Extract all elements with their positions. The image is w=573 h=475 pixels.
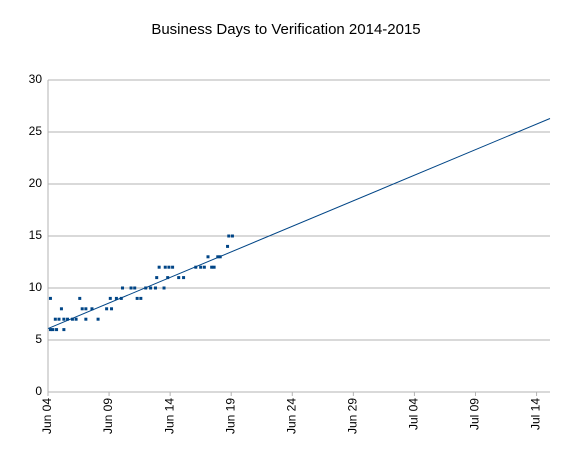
- point: [212, 265, 216, 269]
- point: [230, 234, 234, 238]
- point: [59, 307, 63, 311]
- point: [216, 255, 220, 259]
- point: [110, 307, 114, 311]
- y-tick-label: 5: [35, 332, 42, 346]
- point: [155, 276, 159, 280]
- x-tick-label: Jun 14: [162, 398, 176, 434]
- x-tick-label: Jun 09: [101, 398, 115, 434]
- point: [157, 265, 161, 269]
- point: [55, 328, 59, 332]
- point: [206, 255, 210, 259]
- point: [177, 276, 181, 280]
- point: [62, 328, 66, 332]
- point: [149, 286, 153, 290]
- point: [74, 317, 78, 321]
- y-tick-label: 10: [29, 280, 43, 294]
- point: [66, 317, 70, 321]
- point: [105, 307, 109, 311]
- point: [84, 317, 88, 321]
- x-tick-label: Jun 24: [284, 398, 298, 434]
- point: [119, 296, 123, 300]
- y-tick-label: 25: [29, 124, 43, 138]
- point: [51, 328, 55, 332]
- point: [48, 328, 52, 332]
- point: [139, 296, 143, 300]
- x-tick-label: Jul 04: [407, 398, 421, 430]
- point: [80, 307, 84, 311]
- point: [194, 265, 198, 269]
- point: [226, 244, 230, 248]
- chart-title: Business Days to Verification 2014-2015: [151, 21, 420, 38]
- y-tick-label: 0: [35, 384, 42, 398]
- point: [199, 265, 203, 269]
- point: [133, 286, 137, 290]
- point: [153, 286, 157, 290]
- point: [84, 307, 88, 311]
- trend-line: [47, 118, 551, 330]
- point: [182, 276, 186, 280]
- y-tick-label: 20: [29, 176, 43, 190]
- x-tick-label: Jul 14: [529, 398, 543, 430]
- point: [227, 234, 231, 238]
- point: [62, 317, 66, 321]
- point: [57, 317, 61, 321]
- point: [166, 276, 170, 280]
- point: [70, 317, 74, 321]
- point: [78, 296, 82, 300]
- point: [90, 307, 94, 311]
- y-tick-label: 15: [29, 228, 43, 242]
- point: [218, 255, 222, 259]
- point: [53, 317, 57, 321]
- point: [108, 296, 112, 300]
- x-tick-label: Jun 19: [223, 398, 237, 434]
- point: [48, 296, 52, 300]
- y-tick-label: 30: [29, 72, 43, 86]
- point: [210, 265, 214, 269]
- point: [202, 265, 206, 269]
- point: [163, 265, 167, 269]
- point: [129, 286, 133, 290]
- point: [171, 265, 175, 269]
- x-tick-label: Jun 04: [40, 398, 54, 434]
- x-tick-label: Jun 29: [346, 398, 360, 434]
- point: [121, 286, 125, 290]
- x-tick-label: Jul 09: [468, 398, 482, 430]
- point: [96, 317, 100, 321]
- point: [167, 265, 171, 269]
- point: [135, 296, 139, 300]
- point: [162, 286, 166, 290]
- point: [144, 286, 148, 290]
- point: [114, 296, 118, 300]
